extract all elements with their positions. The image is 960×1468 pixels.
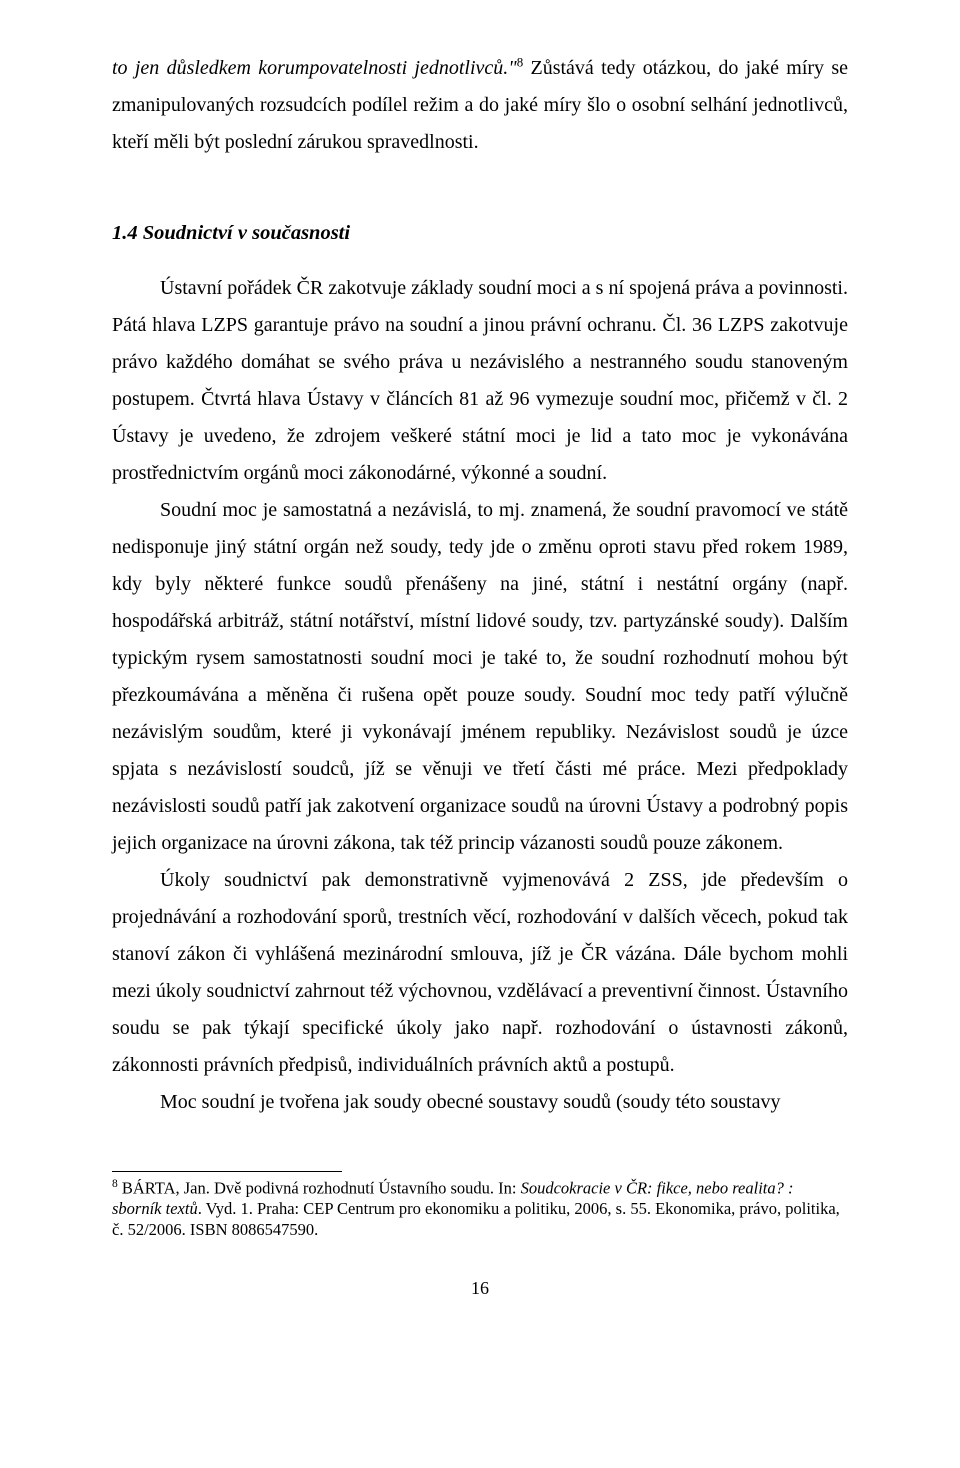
p1-opening-italic: to jen důsledkem korumpovatelnosti jedno… xyxy=(112,57,517,79)
paragraph-3: Soudní moc je samostatná a nezávislá, to… xyxy=(112,492,848,862)
footnote-8: 8 BÁRTA, Jan. Dvě podivná rozhodnutí Úst… xyxy=(112,1177,847,1240)
paragraph-2: Ústavní pořádek ČR zakotvuje základy sou… xyxy=(112,270,848,492)
section-heading-1-4: 1.4 Soudnictví v současnosti xyxy=(112,217,848,250)
paragraph-4: Úkoly soudnictví pak demonstrativně vyjm… xyxy=(112,862,848,1084)
footnote-pre: BÁRTA, Jan. Dvě podivná rozhodnutí Ústav… xyxy=(118,1178,521,1197)
document-page: to jen důsledkem korumpovatelnosti jedno… xyxy=(0,0,960,1329)
footnote-post: . Vyd. 1. Praha: CEP Centrum pro ekonomi… xyxy=(112,1199,840,1239)
page-number: 16 xyxy=(112,1278,848,1299)
paragraph-5: Moc soudní je tvořena jak soudy obecné s… xyxy=(112,1084,848,1121)
paragraph-1: to jen důsledkem korumpovatelnosti jedno… xyxy=(112,50,848,161)
